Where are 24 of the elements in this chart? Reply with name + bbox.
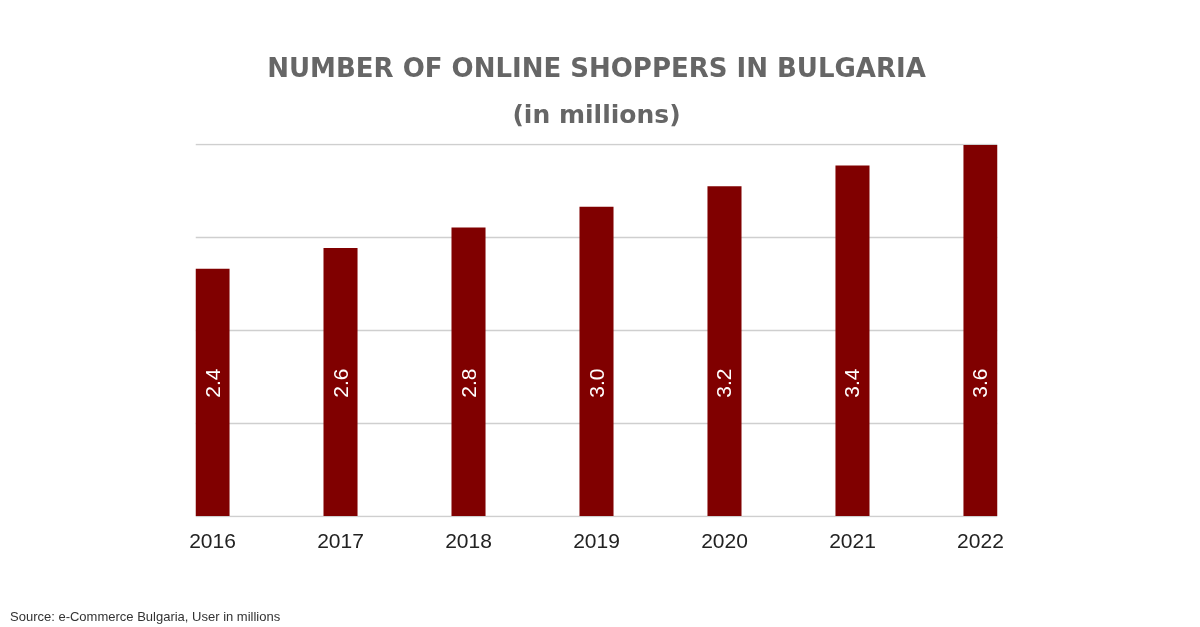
bar: [707, 186, 742, 517]
bar: [579, 206, 614, 517]
data-label: 3.4: [840, 368, 864, 398]
x-tick-label: 2020: [701, 528, 748, 552]
data-label: 3.0: [584, 368, 608, 398]
data-label: 2.8: [456, 368, 480, 398]
data-label: 3.2: [712, 368, 736, 398]
bar: [195, 268, 230, 517]
bar: [963, 144, 998, 517]
x-tick-label: 2022: [957, 528, 1004, 552]
x-tick-label: 2021: [829, 528, 876, 552]
data-label: 2.4: [200, 368, 224, 398]
x-tick-label: 2016: [189, 528, 236, 552]
data-label: 3.6: [968, 368, 992, 398]
x-tick-label: 2017: [317, 528, 364, 552]
bar: [323, 248, 358, 517]
source-note: Source: e-Commerce Bulgaria, User in millions: [10, 608, 281, 626]
data-label: 2.6: [328, 368, 352, 398]
chart-subtitle: (in millions): [512, 99, 681, 129]
bar: [835, 165, 870, 517]
chart-title: NUMBER OF ONLINE SHOPPERS IN BULGARIA: [267, 52, 926, 83]
bar: [451, 227, 486, 517]
x-tick-label: 2019: [573, 528, 620, 552]
x-tick-label: 2018: [445, 528, 492, 552]
